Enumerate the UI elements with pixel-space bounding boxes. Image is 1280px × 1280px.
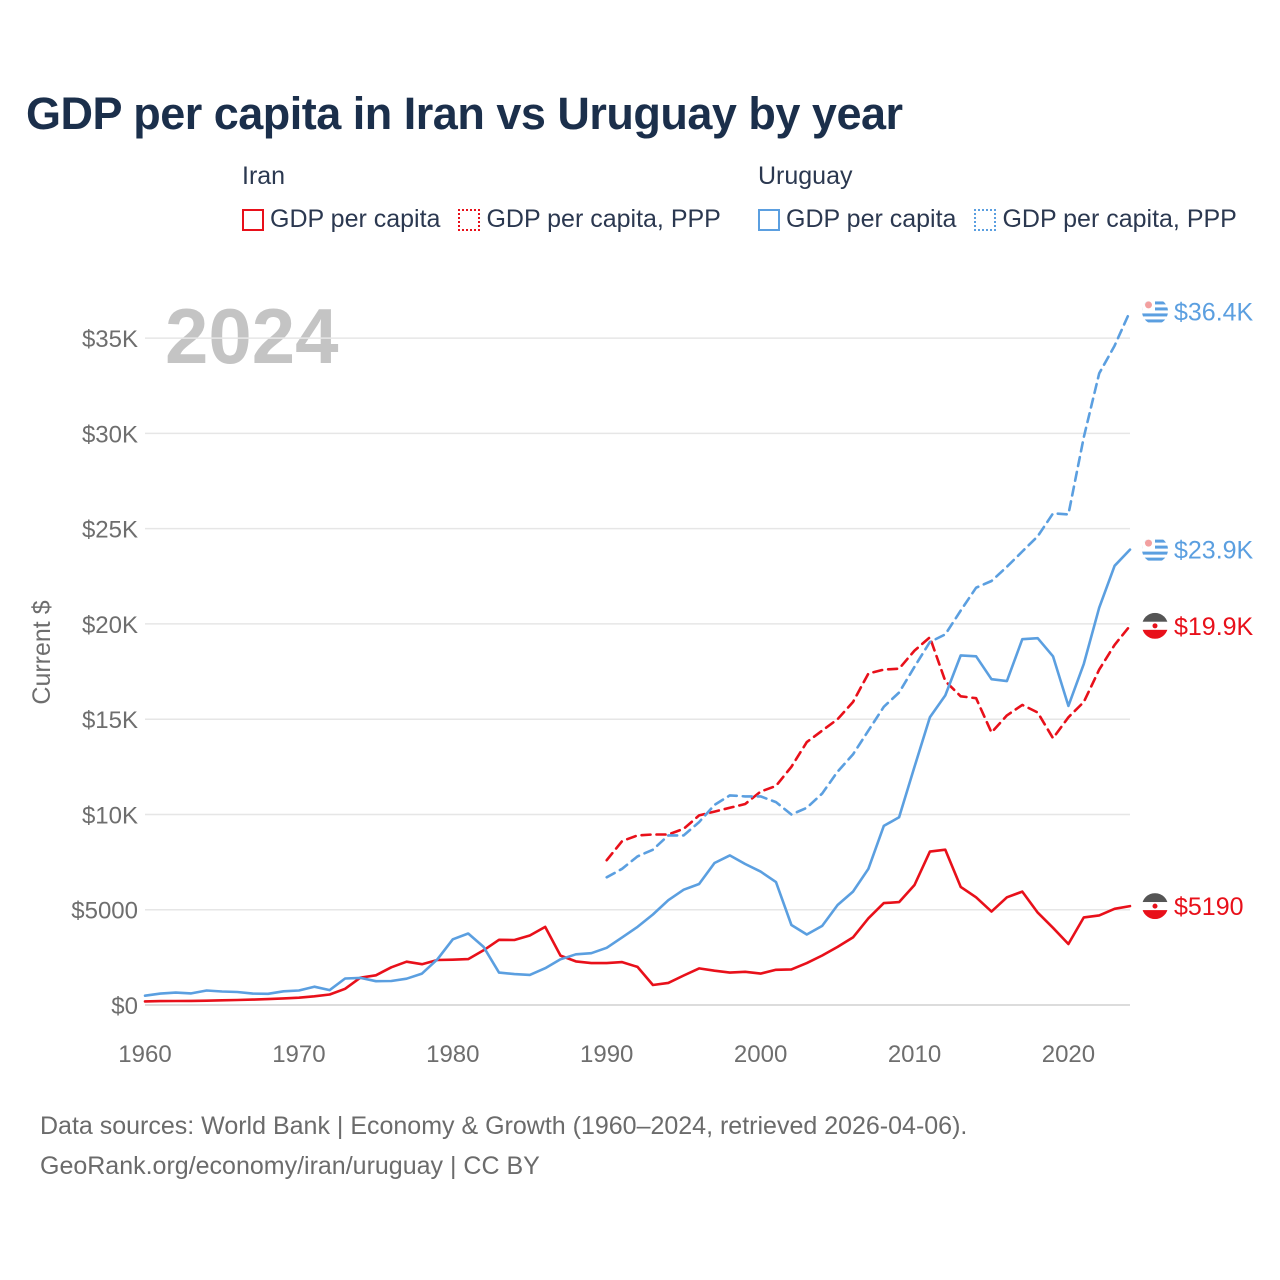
legend-country-iran: Iran <box>242 162 286 190</box>
series-line-uruguay-gdp-per-capita-ppp <box>605 310 1132 879</box>
flag-stripe <box>1142 910 1168 920</box>
iran-flag-icon <box>1142 612 1168 639</box>
y-tick-label: $35K <box>82 326 138 353</box>
y-tick-label: $30K <box>82 421 138 448</box>
footer: Data sources: World Bank | Economy & Gro… <box>40 1106 967 1186</box>
x-tick-label: 1960 <box>118 1041 171 1068</box>
legend-label: GDP per capita, PPP <box>1002 205 1237 233</box>
end-value-label: $19.9K <box>1174 613 1254 641</box>
flag-emblem <box>1152 903 1158 909</box>
legend-item-iran-gdp[interactable]: GDP per capita <box>242 205 440 234</box>
line-chart: 2024 $0 $5000 $10K $15K $20K $25K $30K $35K 1960 1… <box>28 292 1254 1068</box>
legend-label: GDP per capita <box>270 205 441 233</box>
y-tick-label: $5000 <box>71 898 138 925</box>
legend-label: GDP per capita <box>786 205 957 233</box>
flag-stripe <box>1142 629 1168 639</box>
y-tick-label: $10K <box>82 802 138 829</box>
attribution-link[interactable]: GeoRank.org/economy/iran/uruguay | CC BY <box>40 1152 540 1180</box>
x-tick-label: 1990 <box>580 1041 633 1068</box>
end-value-label: $5190 <box>1174 893 1244 921</box>
y-axis-label: Current $ <box>28 600 56 704</box>
flag-stripe <box>1142 612 1168 622</box>
flag-emblem <box>1152 623 1158 629</box>
y-tick-label: $0 <box>111 993 138 1020</box>
flag-body <box>1142 893 1168 920</box>
legend-item-uruguay-gdp[interactable]: GDP per capita <box>758 205 956 234</box>
flag-body <box>1142 536 1168 563</box>
x-tick-label: 2000 <box>734 1041 787 1068</box>
flag-stripe <box>1142 313 1168 317</box>
legend-group-uruguay: Uruguay GDP per capita GDP per capita, P… <box>758 162 1237 234</box>
legend-item-uruguay-gdp-ppp[interactable]: GDP per capita, PPP <box>974 205 1237 234</box>
flag-stripe <box>1142 319 1168 323</box>
y-tick-label: $20K <box>82 612 138 639</box>
flag-stripe <box>1142 893 1168 903</box>
x-tick-label: 2010 <box>888 1041 941 1068</box>
series-line-iran-gdp-per-capita <box>143 848 1132 1003</box>
x-tick-label: 1970 <box>272 1041 325 1068</box>
flag-body <box>1142 298 1168 325</box>
data-sources-note: Data sources: World Bank | Economy & Gro… <box>40 1112 968 1140</box>
flag-sun <box>1145 301 1152 309</box>
legend-swatch-dotted-icon <box>974 208 997 231</box>
flag-stripe <box>1142 557 1168 561</box>
legend-item-iran-gdp-ppp[interactable]: GDP per capita, PPP <box>458 205 721 234</box>
year-watermark: 2024 <box>165 292 339 380</box>
x-tick-label: 1980 <box>426 1041 479 1068</box>
legend-swatch-solid-icon <box>758 208 780 231</box>
flag-body <box>1142 612 1168 639</box>
legend-swatch-dotted-icon <box>458 208 481 231</box>
chart-title: GDP per capita in Iran vs Uruguay by yea… <box>26 88 903 139</box>
series-line-iran-gdp-per-capita-ppp <box>605 624 1132 862</box>
uruguay-flag-icon <box>1142 298 1168 325</box>
flag-stripe <box>1142 551 1168 555</box>
series-line-uruguay-gdp-per-capita <box>143 548 1132 998</box>
legend-label: GDP per capita, PPP <box>486 205 721 233</box>
end-value-label: $36.4K <box>1174 298 1254 326</box>
flag-sun <box>1145 539 1152 547</box>
y-tick-label: $15K <box>82 707 138 734</box>
y-tick-label: $25K <box>82 517 138 544</box>
legend-country-uruguay: Uruguay <box>758 162 853 190</box>
uruguay-flag-icon <box>1142 536 1168 563</box>
iran-flag-icon <box>1142 893 1168 920</box>
end-value-label: $23.9K <box>1174 537 1254 565</box>
x-tick-label: 2020 <box>1042 1041 1095 1068</box>
legend-swatch-solid-icon <box>242 208 264 231</box>
legend-group-iran: Iran GDP per capita GDP per capita, PPP <box>242 162 721 234</box>
